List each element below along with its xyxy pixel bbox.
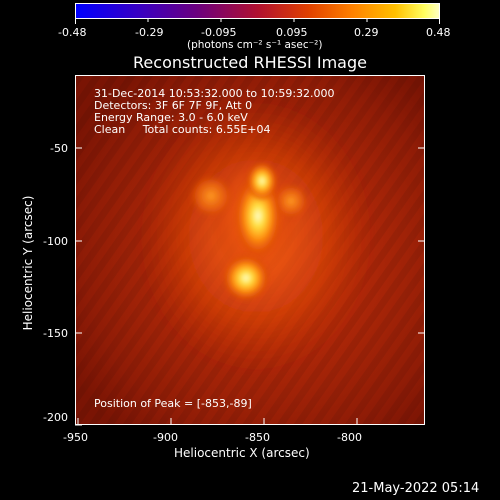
y-axis-label: Heliocentric Y (arcsec): [21, 195, 35, 331]
colorbar-tick-label: 0.095: [276, 26, 308, 39]
x-tick-label: -950: [63, 431, 88, 444]
colorbar-tick-label: -0.48: [58, 26, 87, 39]
x-tick-label: -850: [245, 431, 270, 444]
colorbar-tick-label: -0.095: [201, 26, 237, 39]
y-tick-label: -200: [43, 411, 68, 424]
info-line-energy: Energy Range: 3.0 - 6.0 keV: [94, 111, 248, 124]
info-line-detectors: Detectors: 3F 6F 7F 9F, Att 0: [94, 99, 253, 112]
y-tick-label: -50: [50, 142, 68, 155]
info-line-time: 31-Dec-2014 10:53:32.000 to 10:59:32.000: [94, 87, 335, 100]
colorbar-ticks: [75, 18, 440, 24]
colorbar-tick-label: 0.29: [354, 26, 379, 39]
x-tick-label: -900: [153, 431, 178, 444]
footer-timestamp: 21-May-2022 05:14: [352, 481, 480, 496]
colorbar-tick-label: 0.48: [426, 26, 451, 39]
colorbar-unit-label: (photons cm⁻² s⁻¹ asec⁻²): [187, 39, 323, 51]
plot-title: Reconstructed RHESSI Image: [133, 53, 367, 72]
y-tick-label: -150: [43, 327, 68, 340]
info-line-counts: Clean Total counts: 6.55E+04: [94, 123, 271, 136]
colorbar: [75, 3, 440, 19]
plot-area: 31-Dec-2014 10:53:32.000 to 10:59:32.000…: [75, 75, 425, 425]
x-axis-label: Heliocentric X (arcsec): [174, 446, 310, 460]
y-tick-label: -100: [43, 235, 68, 248]
rhessi-image: [76, 76, 424, 424]
colorbar-tick-label: -0.29: [135, 26, 164, 39]
peak-position-label: Position of Peak = [-853,-89]: [94, 397, 252, 410]
x-tick-label: -800: [337, 431, 362, 444]
